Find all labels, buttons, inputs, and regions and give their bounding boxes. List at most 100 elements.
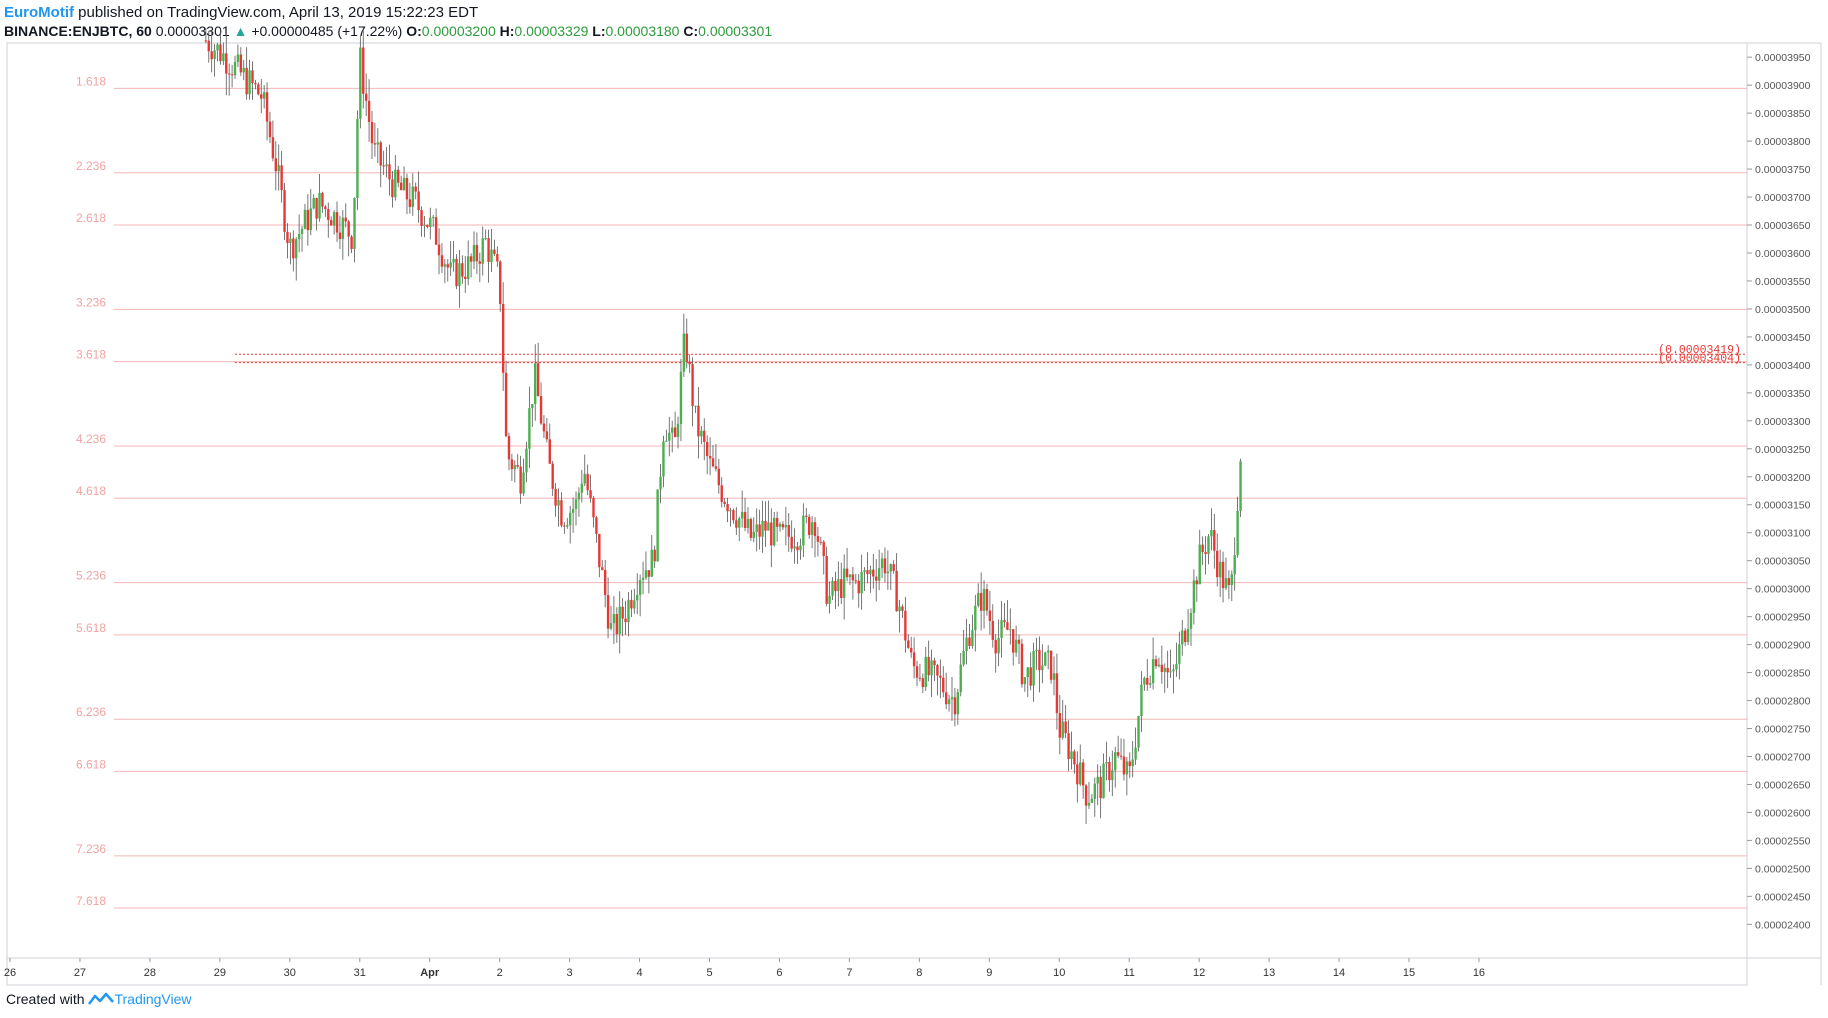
candle [1198, 529, 1201, 585]
fib-level-label: 4.618 [76, 484, 106, 498]
open-label: O: [406, 23, 422, 39]
candle [618, 591, 621, 654]
time-tick-label: 26 [4, 967, 16, 979]
candle [1172, 664, 1175, 694]
candle [933, 657, 936, 682]
close-value: 0.00003301 [698, 23, 773, 39]
candle-body [347, 221, 350, 237]
candle [274, 141, 278, 191]
candle-body [740, 511, 744, 519]
price-tick-label: 0.00003700 [1755, 192, 1811, 204]
candle [577, 487, 581, 517]
candle-body [341, 217, 345, 240]
candle-body [423, 224, 426, 226]
time-tick-label: 28 [144, 967, 156, 979]
candle-body [1140, 684, 1143, 717]
time-axis[interactable]: 26 27 28 29 30 31 Apr 2 3 4 5 6 7 8 9 10 11 12 13 14 15 16 [4, 958, 1485, 979]
candle-body [790, 536, 793, 549]
candle-body [705, 441, 709, 457]
candle [889, 563, 892, 591]
candle-body [1099, 776, 1102, 799]
candle-body [560, 500, 563, 526]
candle-body [944, 692, 948, 705]
candle-body [475, 244, 479, 262]
candle [1128, 752, 1131, 779]
candle [738, 516, 741, 542]
candle-body [1064, 721, 1067, 734]
candle [338, 215, 342, 250]
candle-body [630, 599, 633, 609]
candle-body [1035, 649, 1038, 651]
candle [679, 358, 683, 442]
candle-body [1038, 649, 1041, 671]
candle-body [807, 516, 811, 535]
candle [592, 495, 595, 528]
candle [842, 554, 846, 620]
candle-body [1178, 644, 1181, 664]
candle [566, 517, 569, 529]
price-tick-label: 0.00003350 [1755, 388, 1811, 400]
price-tick-label: 0.00003200 [1755, 472, 1811, 484]
fibonacci-extension: 1.618 2.236 2.618 3.236 3.618 4.236 4.618 5.236… [76, 74, 1747, 909]
candle [1105, 741, 1108, 781]
candle-body [545, 431, 549, 440]
candle-body [431, 217, 435, 219]
candle [1122, 738, 1126, 781]
candle-body [1154, 659, 1158, 667]
price-level-lines: (0.00003419)(0.00003404) [235, 344, 1747, 366]
candle-body [1009, 629, 1012, 631]
candle-body [726, 504, 729, 512]
candle-body [679, 371, 683, 424]
fib-level-label: 6.236 [76, 705, 106, 719]
candle-body [434, 217, 438, 245]
candle-body [778, 524, 782, 527]
candle-body [1236, 510, 1239, 556]
candle [831, 577, 834, 600]
candle-body [930, 660, 933, 676]
candle-body [1020, 643, 1024, 685]
author-link[interactable]: EuroMotif [4, 4, 74, 21]
candle-body [411, 186, 414, 207]
candle-body [1093, 783, 1097, 799]
candle-body [991, 620, 994, 640]
candle [988, 590, 992, 635]
candle-body [901, 606, 904, 611]
symbol-label[interactable]: BINANCE:ENJBTC, 60 [4, 23, 152, 39]
candle [974, 594, 977, 652]
candle [344, 203, 347, 228]
candle-body [364, 93, 368, 101]
candle-body [997, 637, 1000, 654]
candle [446, 259, 449, 282]
candle [968, 623, 971, 650]
tradingview-brand[interactable]: TradingView [114, 991, 192, 1007]
candle-body [225, 53, 228, 74]
candle-body [1216, 550, 1219, 578]
candle [1233, 537, 1236, 591]
candle [1067, 720, 1070, 772]
candle [268, 111, 272, 144]
candle-body [1000, 620, 1003, 638]
candle [717, 458, 721, 494]
price-axis[interactable]: 0.00002400 0.00002450 0.00002500 0.00002550… [1747, 52, 1811, 931]
candle-body [397, 169, 400, 183]
price-tick-label: 0.00003600 [1755, 248, 1811, 260]
candle [755, 508, 758, 552]
candle-body [277, 165, 280, 172]
candle-body [799, 545, 802, 551]
candle-body [1046, 650, 1050, 653]
candle [668, 416, 671, 457]
candle-body [1151, 659, 1155, 684]
candle-body [796, 546, 799, 551]
candle [1154, 655, 1158, 669]
candle [283, 182, 286, 240]
candle [1181, 619, 1184, 656]
candle [971, 614, 974, 649]
candle [641, 561, 645, 595]
candle [242, 60, 245, 81]
candle [942, 666, 945, 698]
candle [1192, 569, 1196, 625]
candle-body [1207, 536, 1210, 554]
candle [857, 574, 860, 608]
candle [1131, 741, 1134, 778]
